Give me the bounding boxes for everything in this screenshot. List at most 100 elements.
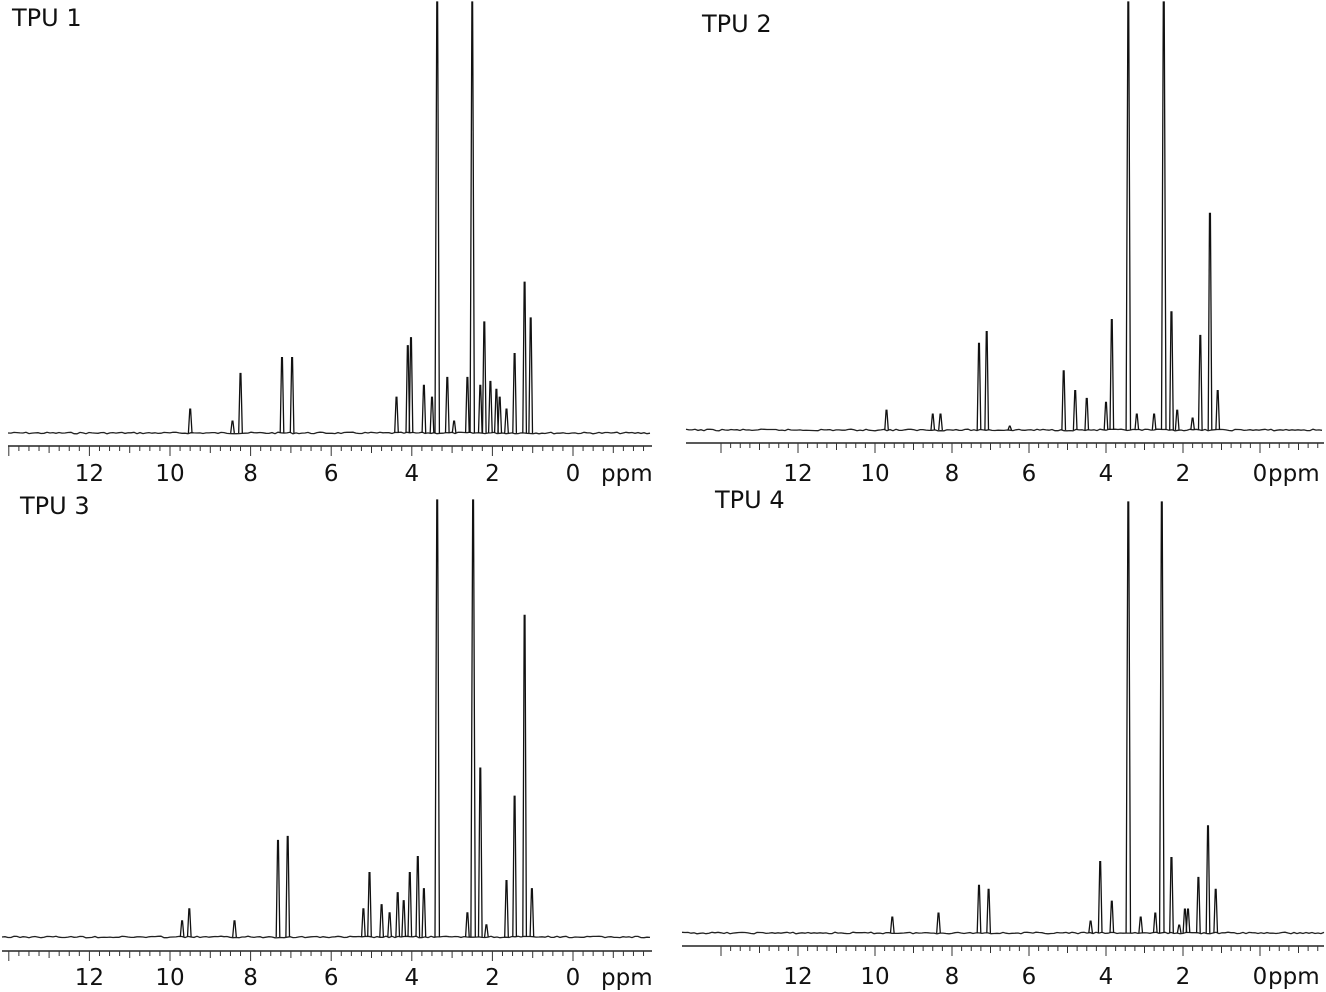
spectrum-peak: [1151, 413, 1157, 431]
spectrum-peak: [444, 376, 450, 434]
x-tick-label: 4: [1099, 461, 1114, 487]
spectrum-peak: [1125, 1, 1132, 431]
x-tick-label: 0: [566, 461, 581, 487]
x-tick-label: 0: [1253, 964, 1268, 990]
spectrum-peak: [469, 1, 476, 434]
spectrum-baseline: [681, 931, 1325, 935]
spectrum-peak: [1103, 401, 1109, 431]
spectrum-baseline: [685, 428, 1323, 432]
spectrum-peak: [421, 888, 427, 938]
spectrum-peak: [1197, 334, 1203, 431]
x-axis-unit-label: ppm: [601, 461, 653, 487]
panel-tpu-3: TPU 3 12 10 8 6 4 2 0 ppm: [1, 492, 653, 991]
spectrum-peak: [379, 904, 385, 938]
spectrum-peak: [1190, 417, 1196, 431]
spectrum-peak: [434, 499, 441, 938]
spectrum-peak: [1061, 370, 1067, 431]
spectrum-peak: [984, 330, 990, 431]
spectrum-peak: [1138, 916, 1144, 934]
x-tick-label: 10: [155, 461, 184, 487]
spectrum-peak: [367, 872, 372, 938]
spectrum-peak: [1160, 1, 1167, 431]
x-tick-label: 2: [1176, 461, 1191, 487]
spectrum-peak: [1213, 888, 1219, 934]
x-tick-label: 6: [324, 461, 339, 487]
x-tick-label: 8: [243, 965, 258, 991]
spectrum-peak: [1205, 825, 1211, 934]
x-tick-label: 12: [75, 965, 104, 991]
spectrum-peak: [481, 321, 487, 434]
spectrum-peak: [1182, 908, 1188, 934]
spectrum-peak: [504, 408, 509, 434]
spectrum-peak: [187, 408, 193, 434]
spectrum-peak: [1097, 860, 1103, 934]
spectrum-peak: [285, 835, 291, 938]
x-tick-label: 6: [1022, 964, 1037, 990]
spectrum-peak: [976, 342, 982, 431]
spectrum-peak: [477, 384, 483, 434]
spectrum-peak: [930, 413, 936, 431]
spectrum-peak: [1174, 409, 1180, 431]
spectrum-peak: [522, 614, 528, 938]
spectrum-peak: [1109, 319, 1115, 431]
spectrum-peak: [434, 1, 441, 434]
spectrum-peak: [1207, 212, 1213, 431]
spectrum-peak: [938, 413, 943, 431]
spectrum-peak: [279, 357, 285, 434]
spectrum-peak: [493, 388, 499, 434]
spectrum-peak: [884, 409, 889, 431]
x-tick-label: 2: [485, 461, 500, 487]
spectrum-peak: [1134, 413, 1140, 431]
spectrum-peak: [497, 396, 503, 434]
spectrum-peak: [1169, 311, 1174, 431]
spectrum-baseline: [7, 431, 651, 435]
spectrum-peak: [405, 345, 411, 434]
spectrum-peak: [529, 888, 535, 938]
spectrum-peak: [522, 281, 528, 434]
x-tick-label: 2: [1176, 964, 1191, 990]
spectrum-peak: [360, 908, 366, 938]
spectrum-peak: [408, 337, 414, 434]
spectrum-peak: [232, 920, 237, 938]
x-tick-label: 4: [404, 461, 419, 487]
spectrum-peak: [394, 396, 399, 434]
x-tick-label: 10: [155, 965, 184, 991]
spectrum-peak: [483, 924, 489, 938]
spectrum-peak: [512, 353, 518, 434]
x-tick-label: 2: [485, 965, 500, 991]
x-tick-label: 12: [783, 461, 812, 487]
spectrum-peak: [477, 767, 483, 938]
spectrum-peak: [936, 912, 941, 934]
spectrum-peak: [1125, 501, 1132, 934]
x-tick-label: 0: [1253, 461, 1268, 487]
spectrum-peak: [1152, 912, 1158, 934]
spectrum-peak: [179, 920, 185, 938]
spectrum-peak: [429, 396, 435, 434]
panel-title: TPU 3: [19, 492, 90, 520]
spectrum-peak: [1109, 900, 1115, 934]
spectrum-peak: [1158, 501, 1165, 934]
spectrum-peak: [238, 372, 243, 434]
spectrum-peak: [289, 357, 295, 434]
x-tick-label: 6: [1022, 461, 1037, 487]
x-tick-label: 10: [860, 964, 889, 990]
spectrum-peak: [395, 892, 401, 938]
x-tick-label: 8: [945, 964, 960, 990]
spectrum-peak: [387, 912, 393, 938]
spectrum-peak: [1195, 876, 1201, 934]
x-tick-label: 8: [945, 461, 960, 487]
x-tick-label: 10: [860, 461, 889, 487]
spectrum-peak: [504, 880, 509, 938]
spectrum-peak: [1072, 389, 1078, 431]
spectrum-peak: [415, 855, 421, 938]
x-tick-label: 4: [404, 965, 419, 991]
x-tick-label: 12: [75, 461, 104, 487]
spectrum-peak: [528, 317, 534, 434]
panel-tpu-2: TPU 2 12 10 8 6 4 2 0 ppm: [685, 1, 1324, 487]
spectrum-peak: [1169, 857, 1174, 934]
x-tick-label: 6: [324, 965, 339, 991]
spectrum-peak: [976, 884, 982, 934]
spectrum-peak: [464, 376, 470, 434]
spectrum-peak: [464, 912, 470, 938]
